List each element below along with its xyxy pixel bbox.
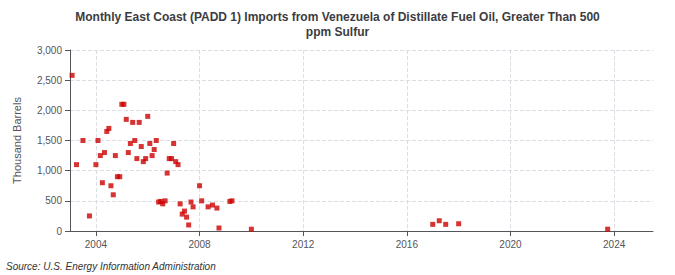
svg-text:500: 500 <box>45 195 62 206</box>
svg-text:2016: 2016 <box>396 239 419 250</box>
svg-text:3,000: 3,000 <box>37 45 62 56</box>
svg-text:2008: 2008 <box>188 239 211 250</box>
svg-text:2,500: 2,500 <box>37 75 62 86</box>
svg-text:2024: 2024 <box>603 239 626 250</box>
svg-text:Monthly East Coast (PADD 1) Im: Monthly East Coast (PADD 1) Imports from… <box>75 10 600 24</box>
svg-text:ppm Sulfur: ppm Sulfur <box>306 25 370 39</box>
svg-text:0: 0 <box>56 226 62 237</box>
svg-text:2020: 2020 <box>499 239 522 250</box>
svg-text:2012: 2012 <box>292 239 315 250</box>
svg-text:1,000: 1,000 <box>37 165 62 176</box>
svg-text:Source: U.S. Energy Informatio: Source: U.S. Energy Information Administ… <box>6 261 216 272</box>
svg-text:2,000: 2,000 <box>37 105 62 116</box>
svg-text:2004: 2004 <box>85 239 108 250</box>
svg-text:1,500: 1,500 <box>37 135 62 146</box>
svg-text:Thousand Barrels: Thousand Barrels <box>11 97 23 184</box>
